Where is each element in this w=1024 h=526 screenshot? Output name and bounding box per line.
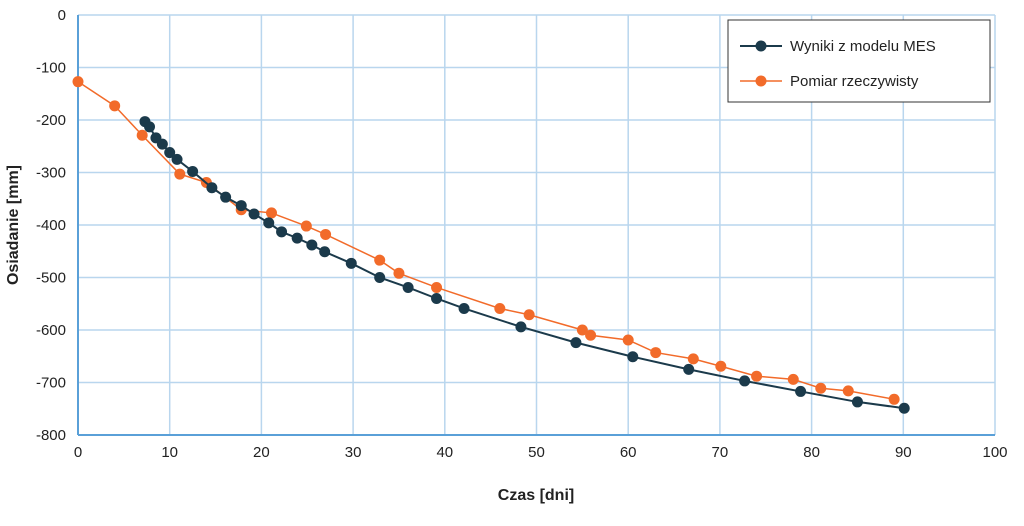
data-point-0	[187, 165, 199, 177]
data-point-1	[320, 228, 332, 240]
data-point-1	[174, 168, 186, 180]
data-point-0	[144, 121, 156, 133]
data-point-0	[851, 396, 863, 408]
data-point-0	[156, 138, 168, 150]
data-point-0	[206, 182, 218, 194]
data-point-0	[306, 239, 318, 251]
legend: Wyniki z modelu MES Pomiar rzeczywisty	[727, 19, 991, 103]
data-point-0	[164, 147, 176, 159]
data-point-1	[431, 281, 443, 293]
x-tick-label: 70	[712, 444, 729, 461]
data-point-1	[715, 360, 727, 372]
data-point-0	[374, 272, 386, 283]
data-point-1	[576, 324, 588, 336]
data-point-1	[888, 393, 900, 405]
x-tick-label: 50	[528, 444, 545, 461]
y-tick-label: -700	[36, 375, 66, 392]
x-tick-label: 90	[895, 444, 912, 461]
data-point-0	[898, 402, 910, 414]
x-tick-label: 80	[803, 444, 820, 461]
data-point-0	[248, 208, 260, 220]
data-point-0	[291, 232, 303, 244]
legend-box	[727, 19, 991, 103]
x-axis-label: Czas [dni]	[498, 487, 574, 504]
y-tick-label: 0	[58, 7, 66, 24]
data-point-1	[300, 220, 312, 232]
data-point-1	[842, 385, 854, 397]
series-line-0	[144, 120, 905, 410]
data-point-0	[235, 200, 247, 212]
axes: 0 10 20 30 40 50 60 70 80 90 100 0 -100 -200 -300 -400 -…	[36, 7, 1008, 461]
data-point-0	[739, 375, 751, 387]
y-tick-label: -800	[36, 427, 66, 444]
legend-marker-measured	[755, 75, 767, 87]
x-tick-label: 10	[161, 444, 178, 461]
legend-marker-mes	[755, 40, 767, 52]
grid	[78, 14, 996, 435]
data-point-0	[319, 246, 331, 258]
legend-label-measured: Pomiar rzeczywisty	[790, 73, 919, 90]
series	[72, 76, 910, 414]
data-point-0	[570, 337, 582, 349]
x-tick-label: 30	[345, 444, 362, 461]
x-tick-label: 100	[982, 444, 1007, 461]
data-point-1	[393, 267, 405, 279]
data-point-0	[627, 351, 639, 363]
x-tick-label: 20	[253, 444, 270, 461]
data-point-0	[431, 293, 443, 304]
y-tick-label: -200	[36, 112, 66, 129]
data-point-0	[276, 226, 288, 238]
data-point-1	[374, 254, 386, 266]
data-point-1	[650, 347, 662, 359]
y-tick-label: -300	[36, 165, 66, 182]
data-point-0	[402, 281, 414, 293]
data-point-1	[136, 129, 148, 141]
data-point-1	[523, 309, 535, 321]
data-point-1	[585, 329, 597, 341]
data-point-0	[220, 191, 232, 203]
data-point-0	[263, 217, 275, 229]
data-point-0	[171, 153, 183, 165]
x-tick-label: 60	[620, 444, 637, 461]
x-tick-label: 40	[436, 444, 453, 461]
data-point-0	[683, 363, 695, 375]
data-point-1	[751, 370, 763, 382]
data-point-1	[622, 334, 634, 346]
x-tick-label: 0	[74, 444, 82, 461]
data-point-0	[458, 302, 470, 314]
data-point-1	[787, 373, 799, 385]
data-point-1	[494, 302, 506, 314]
legend-label-mes: Wyniki z modelu MES	[790, 38, 936, 55]
data-point-0	[515, 321, 527, 333]
y-axis-label: Osiadanie [mm]	[5, 165, 22, 285]
y-tick-label: -500	[36, 270, 66, 287]
y-tick-label: -100	[36, 60, 66, 77]
data-point-1	[265, 207, 277, 219]
data-point-1	[109, 100, 121, 112]
data-point-0	[345, 257, 357, 269]
data-point-0	[795, 385, 807, 397]
y-tick-label: -600	[36, 322, 66, 339]
y-tick-label: -400	[36, 217, 66, 234]
data-point-1	[687, 353, 699, 365]
series-line-1	[77, 81, 895, 401]
data-point-1	[815, 382, 827, 394]
data-point-1	[72, 76, 84, 88]
